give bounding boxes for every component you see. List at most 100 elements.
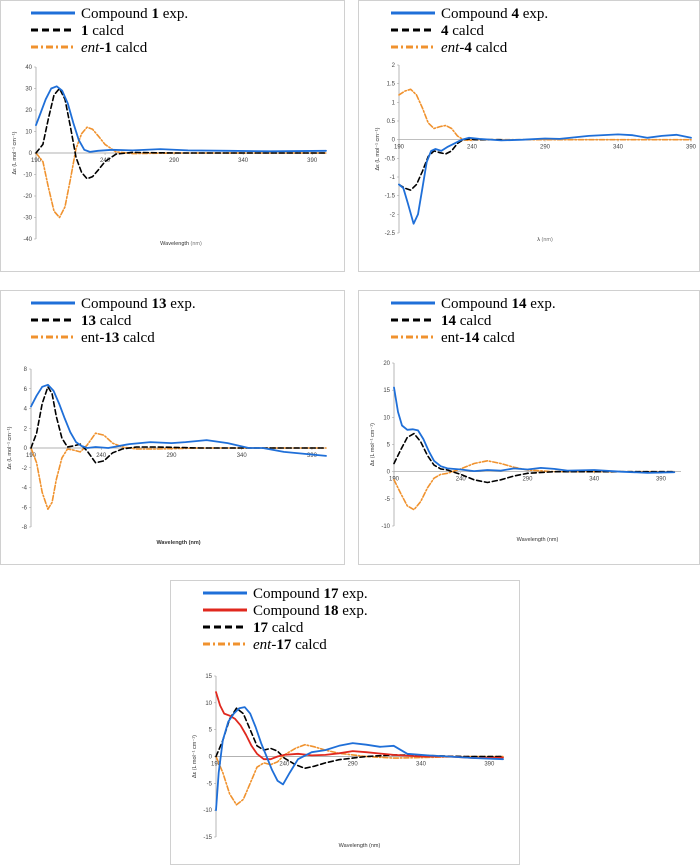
series-line — [30, 383, 327, 457]
y-tick-label: 2 — [24, 426, 28, 432]
x-tick-label: 190 — [31, 158, 42, 164]
y-tick-label: 0 — [392, 138, 396, 144]
legend-label: ent-4 calcd — [441, 40, 508, 56]
legend-label: ent-14 calcd — [441, 330, 515, 346]
legend-entry: ent-1 calcd — [31, 40, 148, 56]
y-tick-label: 0 — [387, 470, 391, 476]
x-tick-label: 290 — [166, 453, 177, 459]
y-tick-label: -2 — [390, 212, 396, 218]
y-tick-label: -2.5 — [385, 231, 396, 237]
y-tick-label: -1.5 — [385, 194, 396, 200]
series-line — [35, 87, 327, 180]
legend-entry: ent-17 calcd — [203, 637, 327, 653]
series-line — [393, 432, 676, 484]
y-tick-label: 10 — [205, 701, 212, 707]
x-tick-label: 240 — [467, 145, 478, 151]
x-tick-label: 240 — [456, 477, 467, 483]
series-line — [398, 88, 692, 142]
legend-entry: Compound 4 exp. — [391, 6, 548, 22]
legend-label: 14 calcd — [441, 313, 492, 329]
y-tick-label: 1.5 — [387, 82, 396, 88]
legend-label: ent-13 calcd — [81, 330, 155, 346]
legend-entry: 17 calcd — [203, 620, 304, 636]
y-tick-label: -5 — [207, 781, 213, 787]
x-tick-label: 390 — [484, 762, 495, 768]
x-tick-label: 240 — [279, 762, 290, 768]
y-tick-label: 40 — [25, 65, 32, 71]
legend-entry: 4 calcd — [391, 23, 484, 39]
series-line — [398, 138, 502, 191]
y-tick-label: 0 — [24, 446, 28, 452]
x-axis-title: Wavelength (nm) — [156, 540, 200, 546]
x-axis-title: Wavelength (nm) — [517, 537, 559, 543]
legend-entry: ent-4 calcd — [391, 40, 508, 56]
legend-label: 1 calcd — [81, 23, 124, 39]
y-tick-label: -8 — [22, 525, 28, 531]
series-line — [398, 133, 692, 225]
cd-chart-compound-4: Compound 4 exp. 4 calcd ent-4 calcd 2 1.5 1 0.… — [358, 0, 700, 272]
y-axis-title: Δε (L mol⁻¹ cm⁻¹) — [12, 131, 18, 174]
y-axis-title: Δε (L mol⁻¹ cm⁻¹) — [370, 423, 376, 466]
y-tick-label: 20 — [25, 108, 32, 114]
y-tick-label: -20 — [23, 194, 32, 200]
legend-label: 4 calcd — [441, 23, 484, 39]
y-tick-label: -10 — [23, 173, 32, 179]
legend-entry: Compound 14 exp. — [391, 296, 556, 312]
series-line — [35, 85, 327, 153]
x-tick-label: 390 — [307, 158, 318, 164]
y-tick-label: 1 — [392, 100, 396, 106]
y-tick-label: 2 — [392, 63, 396, 69]
y-tick-label: 0.5 — [387, 119, 396, 125]
legend-label: Compound 18 exp. — [253, 603, 368, 619]
x-tick-label: 240 — [96, 453, 107, 459]
y-axis-title: Δε (L mol⁻¹ cm⁻¹) — [375, 127, 381, 170]
y-tick-label: -30 — [23, 216, 32, 222]
series-line — [215, 691, 504, 761]
series-line — [215, 706, 504, 812]
legend-label: Compound 13 exp. — [81, 296, 196, 312]
legend-entry: 1 calcd — [31, 23, 124, 39]
cd-chart-compound-13: Compound 13 exp. 13 calcd ent-13 calcd 8 6 4 2… — [0, 290, 345, 565]
y-axis-title: Δε (L mol⁻¹ cm⁻¹) — [7, 426, 13, 469]
y-tick-label: -5 — [385, 497, 391, 503]
x-tick-label: 390 — [656, 477, 667, 483]
series-line — [35, 126, 327, 219]
legend-entry: ent-13 calcd — [31, 330, 155, 346]
y-tick-label: 5 — [209, 728, 213, 734]
y-tick-label: 6 — [24, 387, 28, 393]
x-tick-label: 390 — [307, 453, 318, 459]
y-tick-label: -10 — [203, 808, 212, 814]
x-tick-label: 390 — [686, 145, 697, 151]
x-tick-label: 290 — [540, 145, 551, 151]
y-tick-label: 15 — [205, 674, 212, 680]
cd-chart-compound-17-18: Compound 17 exp. Compound 18 exp. 17 calcd… — [170, 580, 520, 865]
series-line — [215, 707, 504, 770]
y-tick-label: 10 — [25, 130, 32, 136]
y-tick-label: 5 — [387, 443, 391, 449]
y-tick-label: 8 — [24, 367, 28, 373]
x-tick-label: 340 — [589, 477, 600, 483]
legend-entry: Compound 18 exp. — [203, 603, 368, 619]
legend-label: ent-1 calcd — [81, 40, 148, 56]
x-axis-title: Wavelength (nm) — [339, 843, 381, 849]
legend-label: ent-17 calcd — [253, 637, 327, 653]
x-axis-title: λ (nm) — [537, 237, 553, 243]
y-tick-label: 20 — [383, 361, 390, 367]
x-tick-label: 340 — [613, 145, 624, 151]
series-line — [30, 432, 327, 510]
x-tick-label: 340 — [238, 158, 249, 164]
x-tick-label: 290 — [522, 477, 533, 483]
y-tick-label: -2 — [22, 466, 28, 472]
x-tick-label: 340 — [237, 453, 248, 459]
legend-label: 17 calcd — [253, 620, 304, 636]
legend-entry: ent-14 calcd — [391, 330, 515, 346]
y-tick-label: 0 — [209, 755, 213, 761]
y-tick-label: 4 — [24, 407, 28, 413]
legend-label: Compound 17 exp. — [253, 586, 368, 602]
cd-chart-svg: Compound 17 exp.Compound 18 exp.17 calcd… — [192, 586, 504, 849]
legend-label: Compound 1 exp. — [81, 6, 188, 22]
